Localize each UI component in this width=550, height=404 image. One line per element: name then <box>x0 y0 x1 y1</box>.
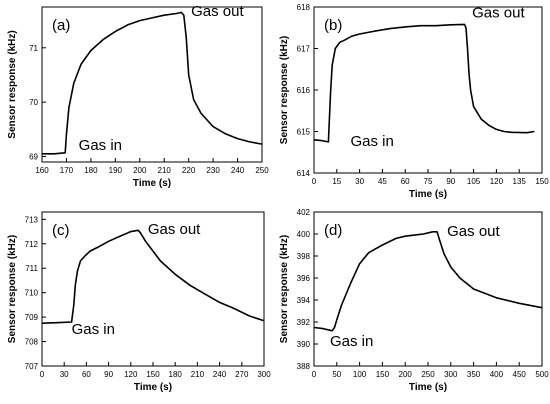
x-tick-label: 180 <box>169 370 183 379</box>
annotation-label: Gas out <box>148 221 201 238</box>
y-tick-label: 707 <box>25 362 39 371</box>
annotation-label: Gas in <box>79 137 122 154</box>
x-tick-label: 200 <box>133 166 147 175</box>
panel-3: 0 30 60 90 120 150 180 210 240 270 300 707 708 709 710… <box>7 211 271 393</box>
x-tick-label: 150 <box>376 370 390 379</box>
y-tick-label: 69 <box>29 153 38 162</box>
y-tick-label: 713 <box>25 215 39 224</box>
y-tick-label: 396 <box>297 274 311 283</box>
y-axis-label: Sensor response (kHz) <box>7 235 18 343</box>
x-tick-label: 50 <box>332 370 341 379</box>
x-tick-label: 30 <box>60 370 69 379</box>
y-tick-label: 390 <box>297 340 311 349</box>
x-tick-label: 100 <box>353 370 367 379</box>
panel-2: 0 15 30 45 60 75 90 105 120 135 150 614 615 616 617 618… <box>279 3 549 200</box>
x-tick-label: 210 <box>158 166 172 175</box>
annotation-label: Gas out <box>472 4 525 21</box>
y-tick-label: 614 <box>297 169 311 178</box>
x-tick-label: 160 <box>35 166 49 175</box>
panel-label: (a) <box>52 17 70 34</box>
plot-frame <box>313 6 543 174</box>
x-axis-label: Time (s) <box>133 178 171 189</box>
y-axis-label: Sensor response (kHz) <box>279 36 290 144</box>
x-tick-label: 270 <box>235 370 249 379</box>
series-line <box>41 229 265 324</box>
y-axis-label: Sensor response (kHz) <box>279 235 290 343</box>
x-tick-label: 0 <box>312 177 317 186</box>
x-tick-label: 105 <box>467 177 481 186</box>
x-tick-label: 230 <box>206 166 220 175</box>
x-tick-label: 15 <box>332 177 341 186</box>
x-tick-label: 45 <box>378 177 387 186</box>
x-tick-label: 180 <box>84 166 98 175</box>
y-tick-label: 71 <box>29 44 38 53</box>
x-tick-label: 210 <box>191 370 205 379</box>
series-line <box>313 23 535 143</box>
annotation-label: Gas in <box>350 133 393 150</box>
x-tick-label: 250 <box>255 166 269 175</box>
x-tick-label: 75 <box>424 177 433 186</box>
x-tick-label: 170 <box>60 166 74 175</box>
plot-frame <box>41 6 263 163</box>
panel-label: (c) <box>52 222 70 239</box>
panel-4: 0 50 100 150 200 250 300 350 400 450 500 388 390 392 3… <box>279 208 549 393</box>
x-axis-label: Time (s) <box>134 382 172 393</box>
panel-1: 160 170 180 190 200 210 220 230 240 250 69 70 71 Time… <box>7 3 269 189</box>
x-tick-label: 135 <box>513 177 527 186</box>
x-tick-label: 220 <box>182 166 196 175</box>
x-tick-label: 190 <box>109 166 123 175</box>
y-tick-label: 400 <box>297 230 311 239</box>
x-tick-label: 250 <box>421 370 435 379</box>
y-tick-label: 615 <box>297 128 311 137</box>
x-tick-label: 150 <box>535 177 549 186</box>
y-axis-label: Sensor response (kHz) <box>7 30 18 138</box>
panel-label: (d) <box>324 222 342 239</box>
x-tick-label: 240 <box>231 166 245 175</box>
y-tick-label: 617 <box>297 45 311 54</box>
x-tick-label: 120 <box>124 370 138 379</box>
panel-label: (b) <box>324 17 342 34</box>
series-line <box>42 11 263 155</box>
y-tick-label: 388 <box>297 362 311 371</box>
x-tick-label: 90 <box>104 370 113 379</box>
x-tick-label: 400 <box>490 370 504 379</box>
y-tick-label: 708 <box>25 338 39 347</box>
x-tick-label: 90 <box>446 177 455 186</box>
y-tick-label: 710 <box>25 289 39 298</box>
y-tick-label: 402 <box>297 208 311 217</box>
series-line <box>313 231 543 332</box>
x-axis-label: Time (s) <box>409 189 447 200</box>
annotation-label: Gas out <box>447 223 500 240</box>
x-tick-label: 120 <box>490 177 504 186</box>
y-tick-label: 398 <box>297 252 311 261</box>
y-tick-label: 712 <box>25 240 39 249</box>
x-tick-label: 300 <box>444 370 458 379</box>
x-tick-label: 240 <box>213 370 227 379</box>
y-tick-label: 711 <box>25 264 38 273</box>
x-axis-label: Time (s) <box>409 382 447 393</box>
x-tick-label: 500 <box>535 370 549 379</box>
y-tick-label: 616 <box>297 86 311 95</box>
x-tick-label: 0 <box>312 370 317 379</box>
x-tick-label: 0 <box>40 370 45 379</box>
y-tick-label: 70 <box>29 98 38 107</box>
y-tick-label: 394 <box>297 296 311 305</box>
y-tick-label: 392 <box>297 318 311 327</box>
annotation-label: Gas in <box>330 333 373 350</box>
y-tick-label: 709 <box>25 313 39 322</box>
x-tick-label: 450 <box>513 370 527 379</box>
x-tick-label: 30 <box>355 177 364 186</box>
annotation-label: Gas in <box>72 321 115 338</box>
x-tick-label: 60 <box>401 177 410 186</box>
x-tick-label: 60 <box>82 370 91 379</box>
x-tick-label: 300 <box>257 370 271 379</box>
y-tick-label: 618 <box>297 3 311 12</box>
x-tick-label: 350 <box>467 370 481 379</box>
x-tick-label: 150 <box>146 370 160 379</box>
annotation-label: Gas out <box>191 3 244 20</box>
x-tick-label: 200 <box>399 370 413 379</box>
